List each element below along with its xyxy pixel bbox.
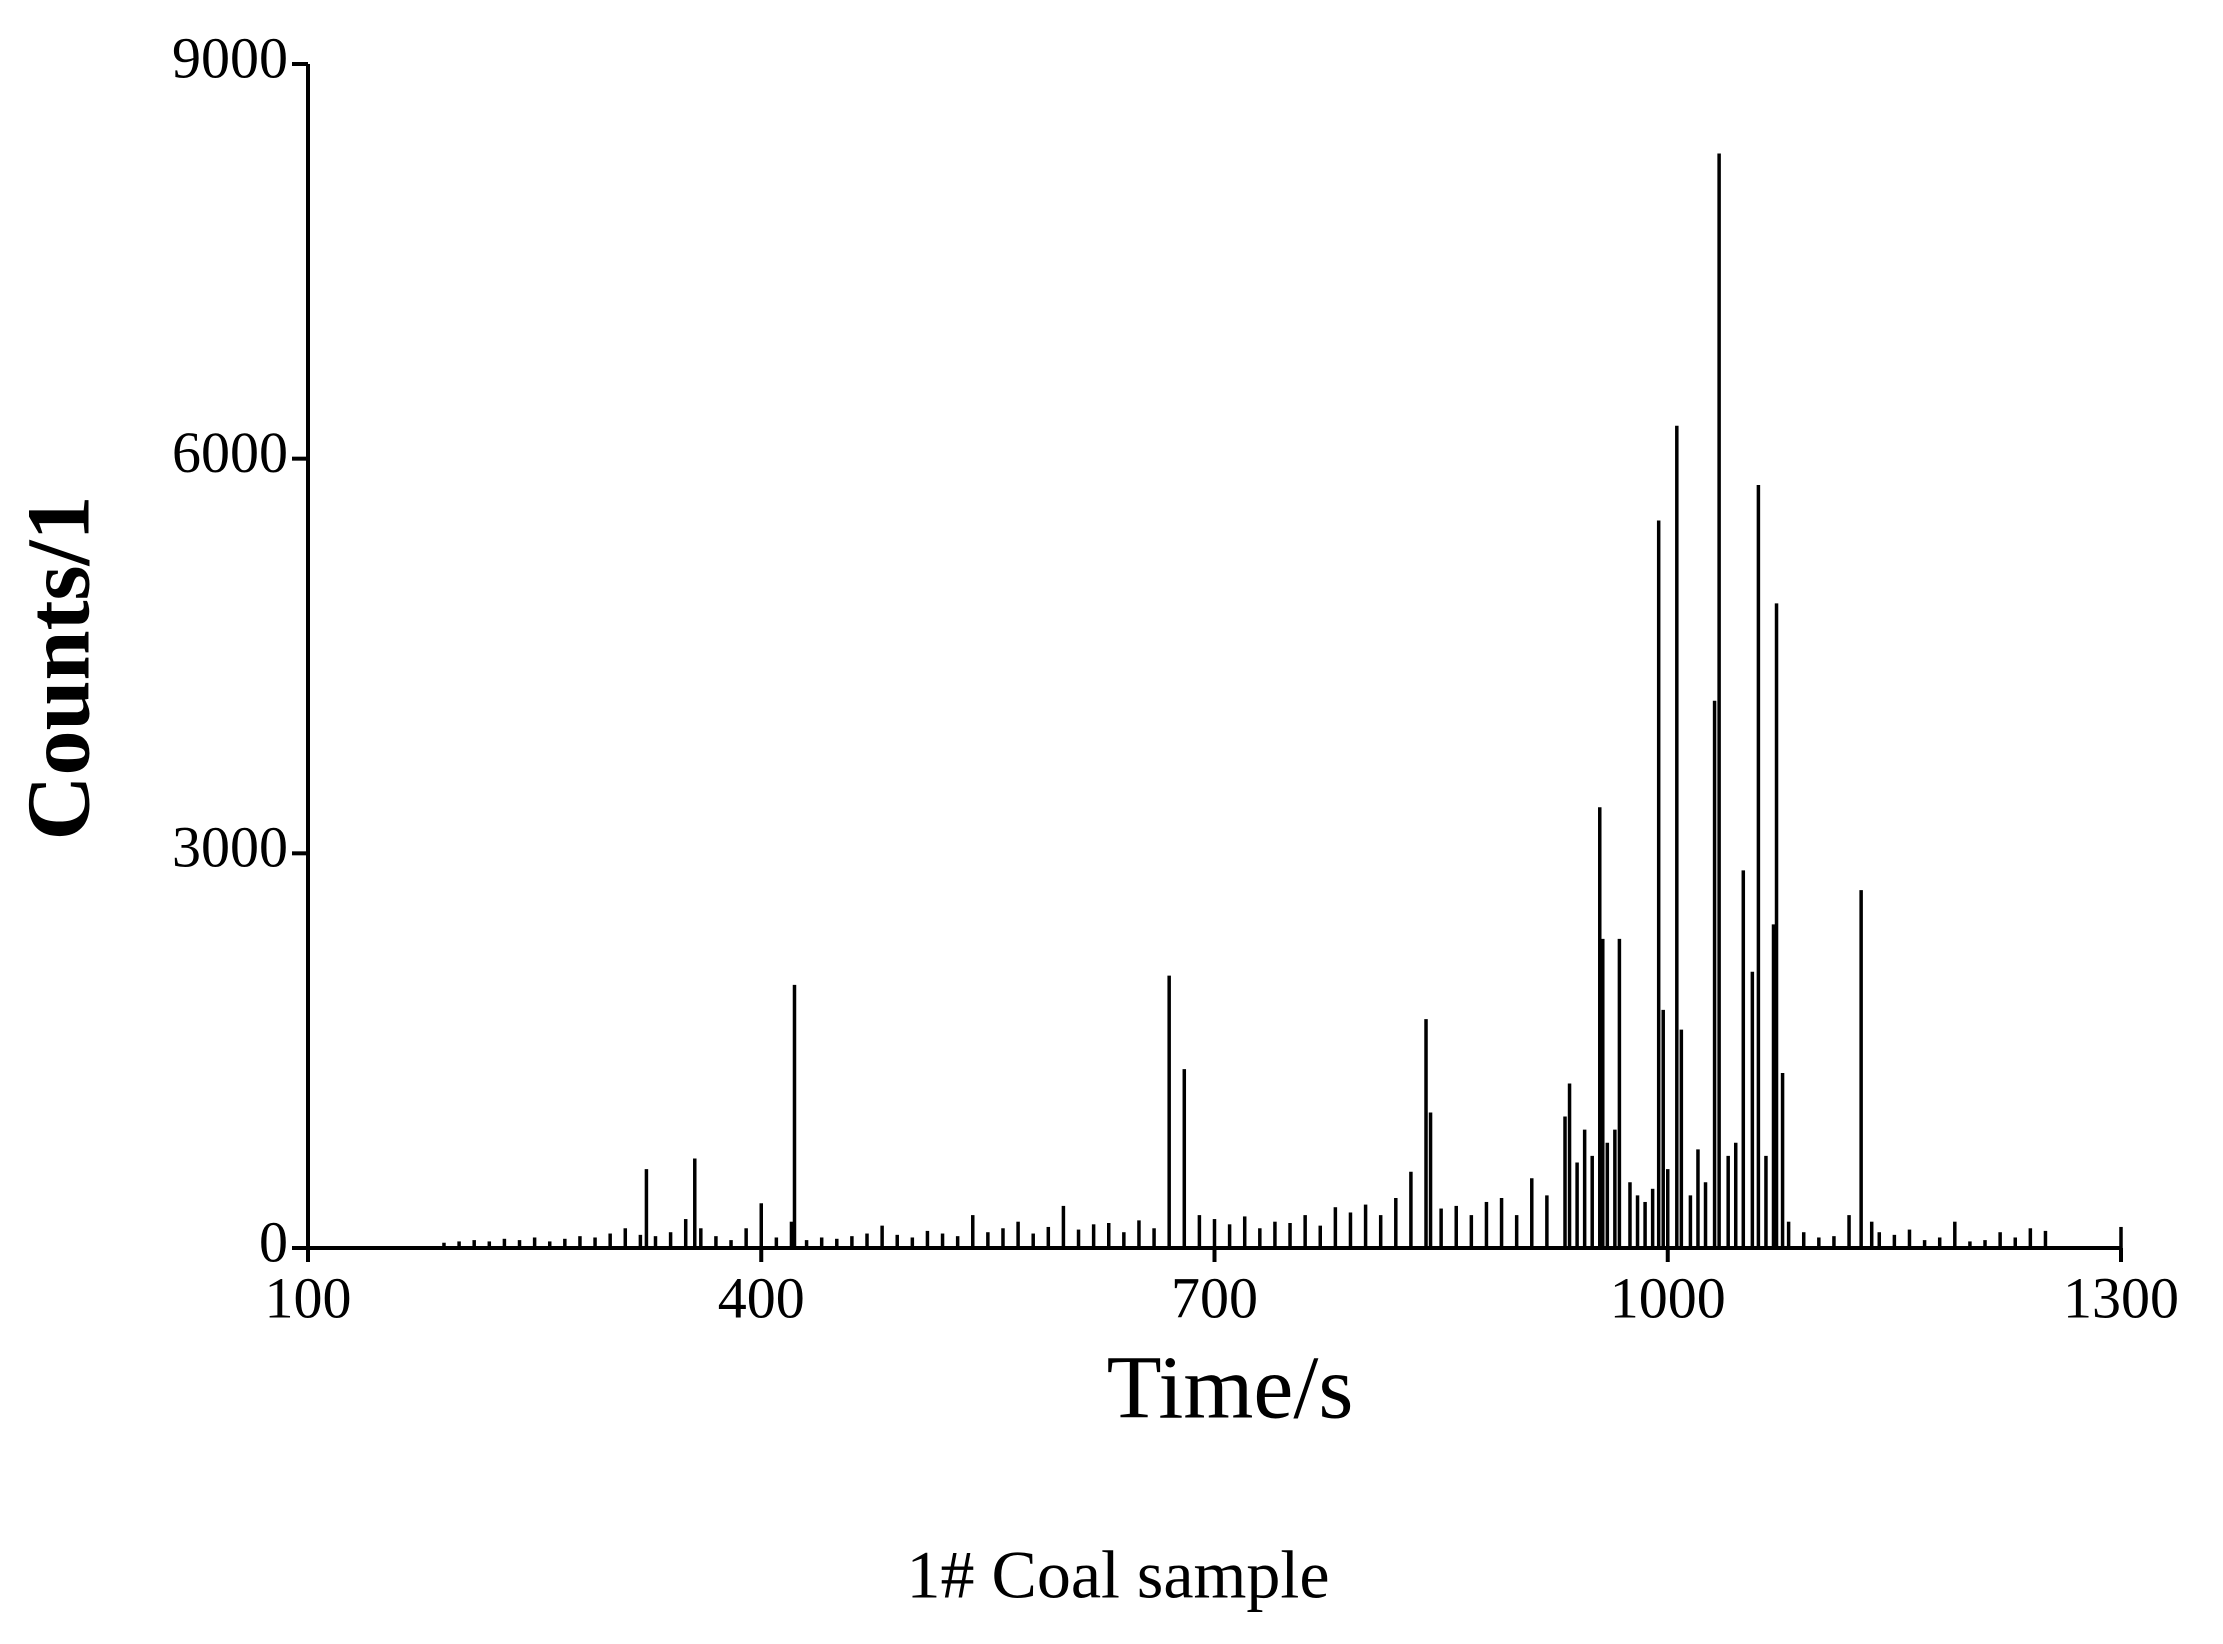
caption: 1# Coal sample — [906, 1537, 1329, 1613]
x-tick-label: 1000 — [1610, 1265, 1726, 1330]
x-axis-label: Time/s — [1107, 1339, 1354, 1438]
y-tick-label: 6000 — [172, 420, 288, 485]
x-tick-label: 400 — [718, 1265, 805, 1330]
x-tick-label: 700 — [1171, 1265, 1258, 1330]
x-tick-label: 100 — [265, 1265, 352, 1330]
y-tick-label: 0 — [259, 1209, 288, 1274]
y-tick-label: 3000 — [172, 815, 288, 880]
y-axis-label: Counts/1 — [10, 495, 109, 840]
y-tick-label: 9000 — [172, 25, 288, 90]
x-tick-label: 1300 — [2063, 1265, 2179, 1330]
